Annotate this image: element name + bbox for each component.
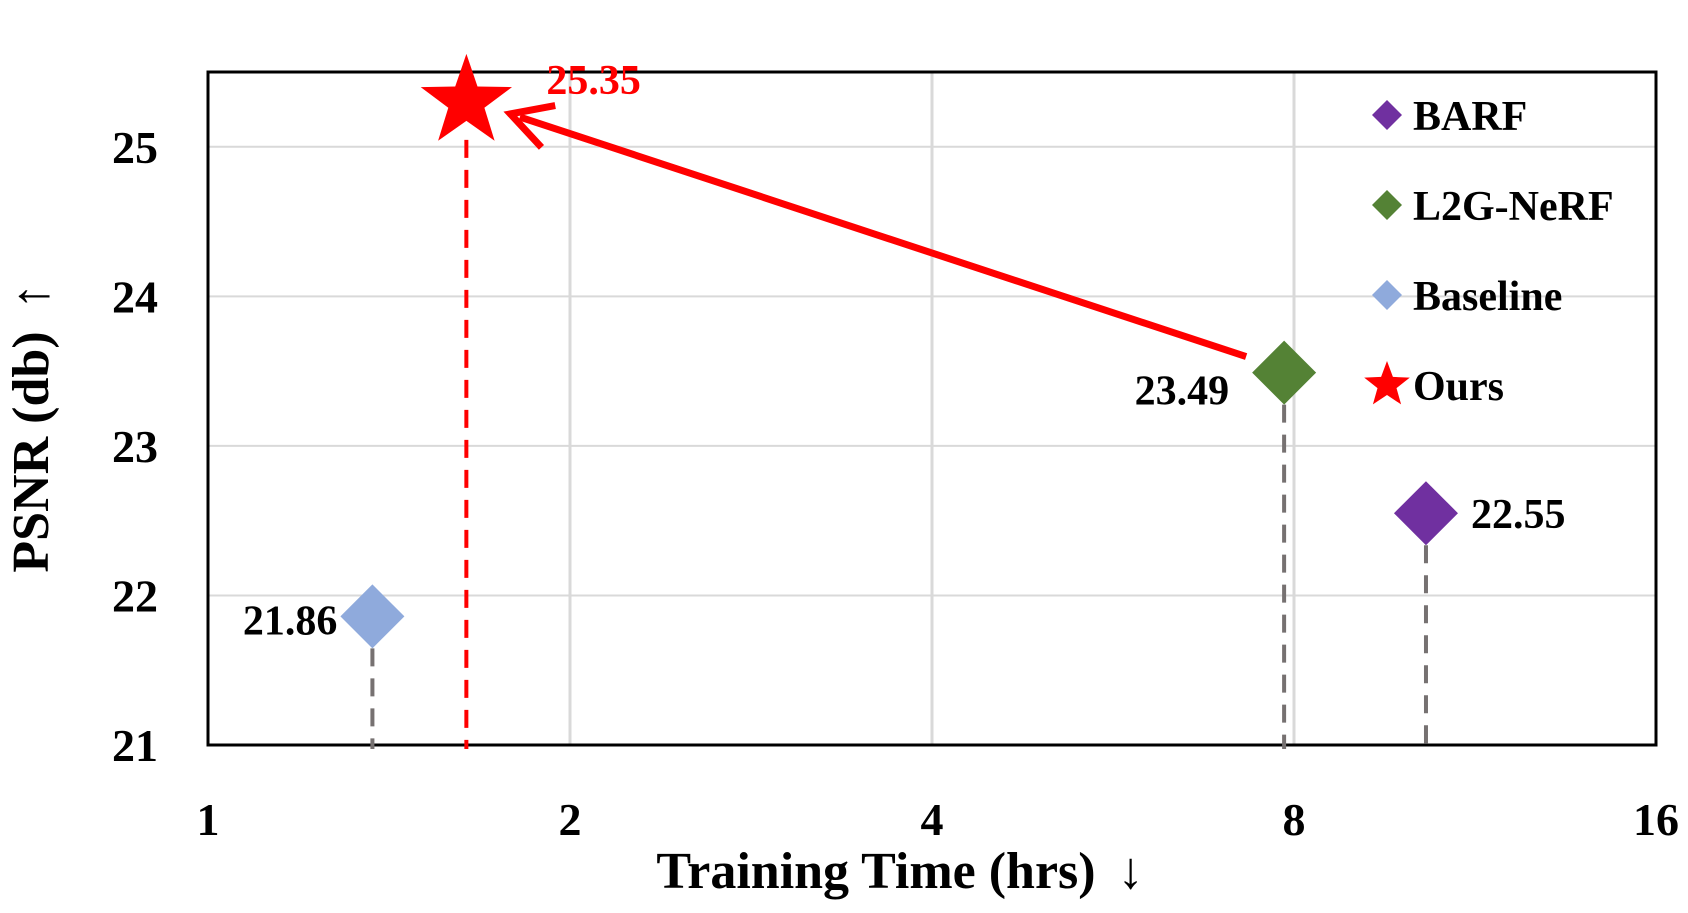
improvement-arrow (503, 102, 1248, 360)
legend-baseline-marker (1372, 280, 1402, 310)
drop-lines (370, 139, 1428, 749)
y-tick-labels: 21 22 23 24 25 (112, 122, 158, 771)
legend-barf-label: BARF (1413, 94, 1527, 140)
x-tick-label: 1 (197, 794, 220, 845)
data-label: 23.49 (1135, 369, 1230, 415)
data-labels: 22.55 23.49 21.86 25.35 (243, 58, 1566, 644)
y-tick-label: 25 (112, 122, 158, 173)
data-label: 25.35 (546, 58, 641, 104)
y-tick-label: 22 (112, 570, 158, 621)
baseline-point (340, 584, 405, 649)
barf-point (1393, 481, 1458, 546)
y-tick-label: 23 (112, 421, 158, 472)
grid-lines (208, 72, 1656, 745)
legend: BARF L2G-NeRF Baseline Ours (1364, 94, 1614, 410)
plot-area-frame (206, 70, 1658, 747)
ours-point (420, 53, 512, 141)
y-tick-label: 21 (112, 720, 158, 771)
x-tick-label: 4 (921, 794, 944, 845)
data-label: 21.86 (243, 598, 338, 644)
x-tick-label: 2 (559, 794, 582, 845)
x-tick-label: 16 (1633, 794, 1679, 845)
legend-baseline-label: Baseline (1413, 274, 1562, 320)
y-tick-label: 24 (112, 271, 158, 322)
legend-ours-marker (1364, 361, 1410, 405)
y-axis-title: PSNR (db)↑ (3, 283, 60, 572)
arrow-head (503, 102, 556, 150)
l2g-nerf-point (1252, 340, 1317, 405)
legend-l2g-nerf-marker (1372, 190, 1402, 220)
legend-l2g-nerf-label: L2G-NeRF (1413, 184, 1614, 230)
arrow-shaft (518, 113, 1248, 360)
legend-barf-marker (1372, 100, 1402, 130)
data-points (340, 53, 1458, 649)
data-label: 22.55 (1471, 492, 1566, 538)
x-axis-title: Training Time (hrs) ↓ (656, 843, 1143, 900)
x-tick-labels: 1 2 4 8 16 (197, 794, 1680, 845)
x-tick-label: 8 (1283, 794, 1306, 845)
legend-ours-label: Ours (1413, 364, 1504, 410)
